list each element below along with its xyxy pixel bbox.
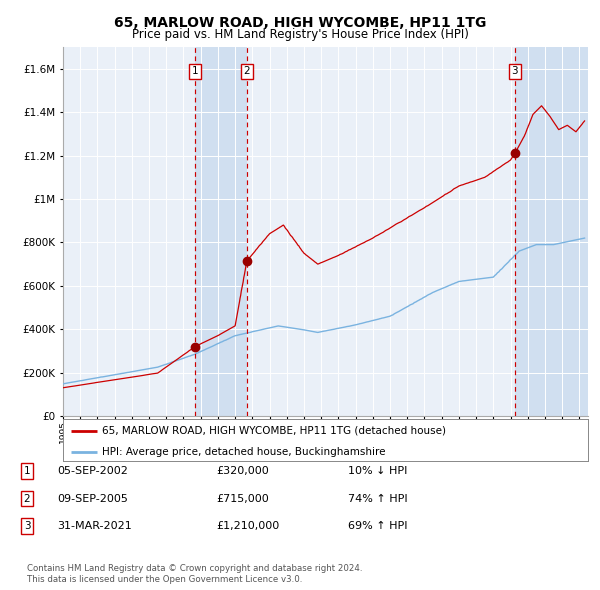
Text: Price paid vs. HM Land Registry's House Price Index (HPI): Price paid vs. HM Land Registry's House … bbox=[131, 28, 469, 41]
Text: 1: 1 bbox=[192, 66, 199, 76]
Text: 65, MARLOW ROAD, HIGH WYCOMBE, HP11 1TG: 65, MARLOW ROAD, HIGH WYCOMBE, HP11 1TG bbox=[114, 16, 486, 30]
Text: This data is licensed under the Open Government Licence v3.0.: This data is licensed under the Open Gov… bbox=[27, 575, 302, 584]
Text: 05-SEP-2002: 05-SEP-2002 bbox=[57, 466, 128, 476]
Text: 31-MAR-2021: 31-MAR-2021 bbox=[57, 522, 132, 531]
Text: Contains HM Land Registry data © Crown copyright and database right 2024.: Contains HM Land Registry data © Crown c… bbox=[27, 565, 362, 573]
Text: 2: 2 bbox=[23, 494, 31, 503]
Text: 74% ↑ HPI: 74% ↑ HPI bbox=[348, 494, 407, 503]
Bar bbox=[515, 47, 588, 416]
Text: 69% ↑ HPI: 69% ↑ HPI bbox=[348, 522, 407, 531]
Bar bbox=[195, 47, 247, 416]
Text: 3: 3 bbox=[512, 66, 518, 76]
Text: 1: 1 bbox=[23, 466, 31, 476]
Text: 2: 2 bbox=[244, 66, 250, 76]
Text: 10% ↓ HPI: 10% ↓ HPI bbox=[348, 466, 407, 476]
Text: 65, MARLOW ROAD, HIGH WYCOMBE, HP11 1TG (detached house): 65, MARLOW ROAD, HIGH WYCOMBE, HP11 1TG … bbox=[103, 426, 446, 436]
Text: 09-SEP-2005: 09-SEP-2005 bbox=[57, 494, 128, 503]
Text: £1,210,000: £1,210,000 bbox=[216, 522, 279, 531]
Text: 3: 3 bbox=[23, 522, 31, 531]
Text: £320,000: £320,000 bbox=[216, 466, 269, 476]
Text: £715,000: £715,000 bbox=[216, 494, 269, 503]
Text: HPI: Average price, detached house, Buckinghamshire: HPI: Average price, detached house, Buck… bbox=[103, 447, 386, 457]
